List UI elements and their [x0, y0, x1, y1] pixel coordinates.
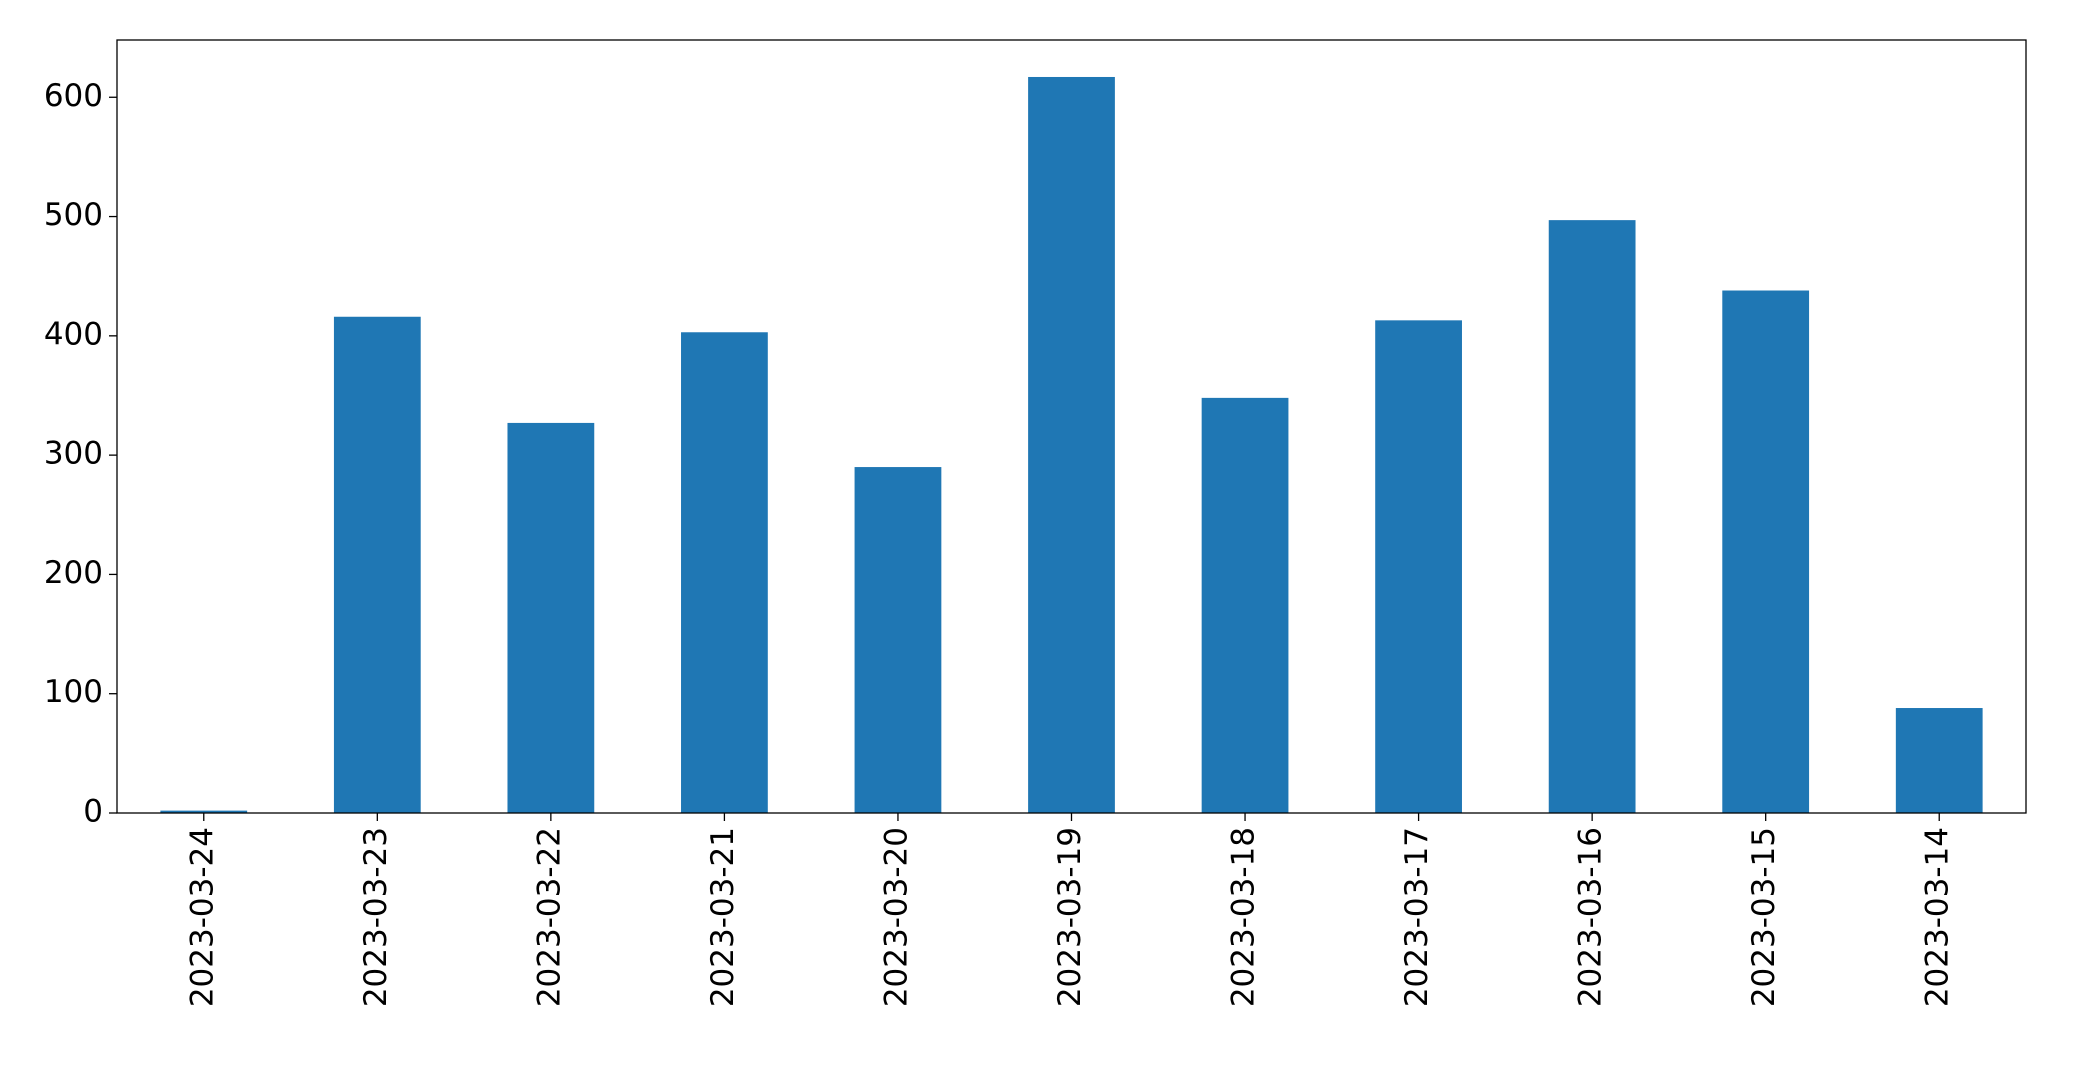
bar — [160, 810, 248, 813]
bar — [1028, 76, 1115, 814]
bar — [1375, 320, 1462, 813]
y-tick-label: 600 — [44, 78, 103, 114]
y-tick-label: 400 — [44, 316, 103, 352]
x-tick-label: 2023-03-16 — [1573, 827, 1609, 1007]
bar — [507, 422, 595, 813]
y-tick-label: 100 — [44, 674, 103, 710]
y-tick-label: 0 — [83, 794, 103, 830]
x-tick-label: 2023-03-23 — [358, 827, 394, 1007]
x-tick-label: 2023-03-20 — [878, 827, 914, 1007]
x-tick-label: 2023-03-15 — [1746, 827, 1782, 1007]
x-tick-label: 2023-03-17 — [1399, 827, 1435, 1007]
x-tick-label: 2023-03-18 — [1226, 827, 1262, 1007]
y-tick-label: 300 — [44, 436, 103, 472]
bar — [1201, 397, 1289, 813]
y-tick-label: 500 — [44, 197, 103, 233]
bar — [681, 332, 768, 813]
bar — [333, 316, 421, 813]
y-tick-label: 200 — [44, 555, 103, 591]
plot-frame — [116, 39, 2027, 814]
x-tick-label: 2023-03-19 — [1052, 827, 1088, 1007]
x-tick-label: 2023-03-24 — [184, 827, 220, 1007]
x-tick-label: 2023-03-22 — [531, 827, 567, 1007]
x-tick-label: 2023-03-14 — [1920, 827, 1956, 1007]
x-tick-label: 2023-03-21 — [705, 827, 741, 1007]
bar — [1722, 290, 1810, 813]
bar — [1548, 220, 1636, 814]
bar — [854, 467, 942, 813]
bar — [1895, 708, 1983, 813]
